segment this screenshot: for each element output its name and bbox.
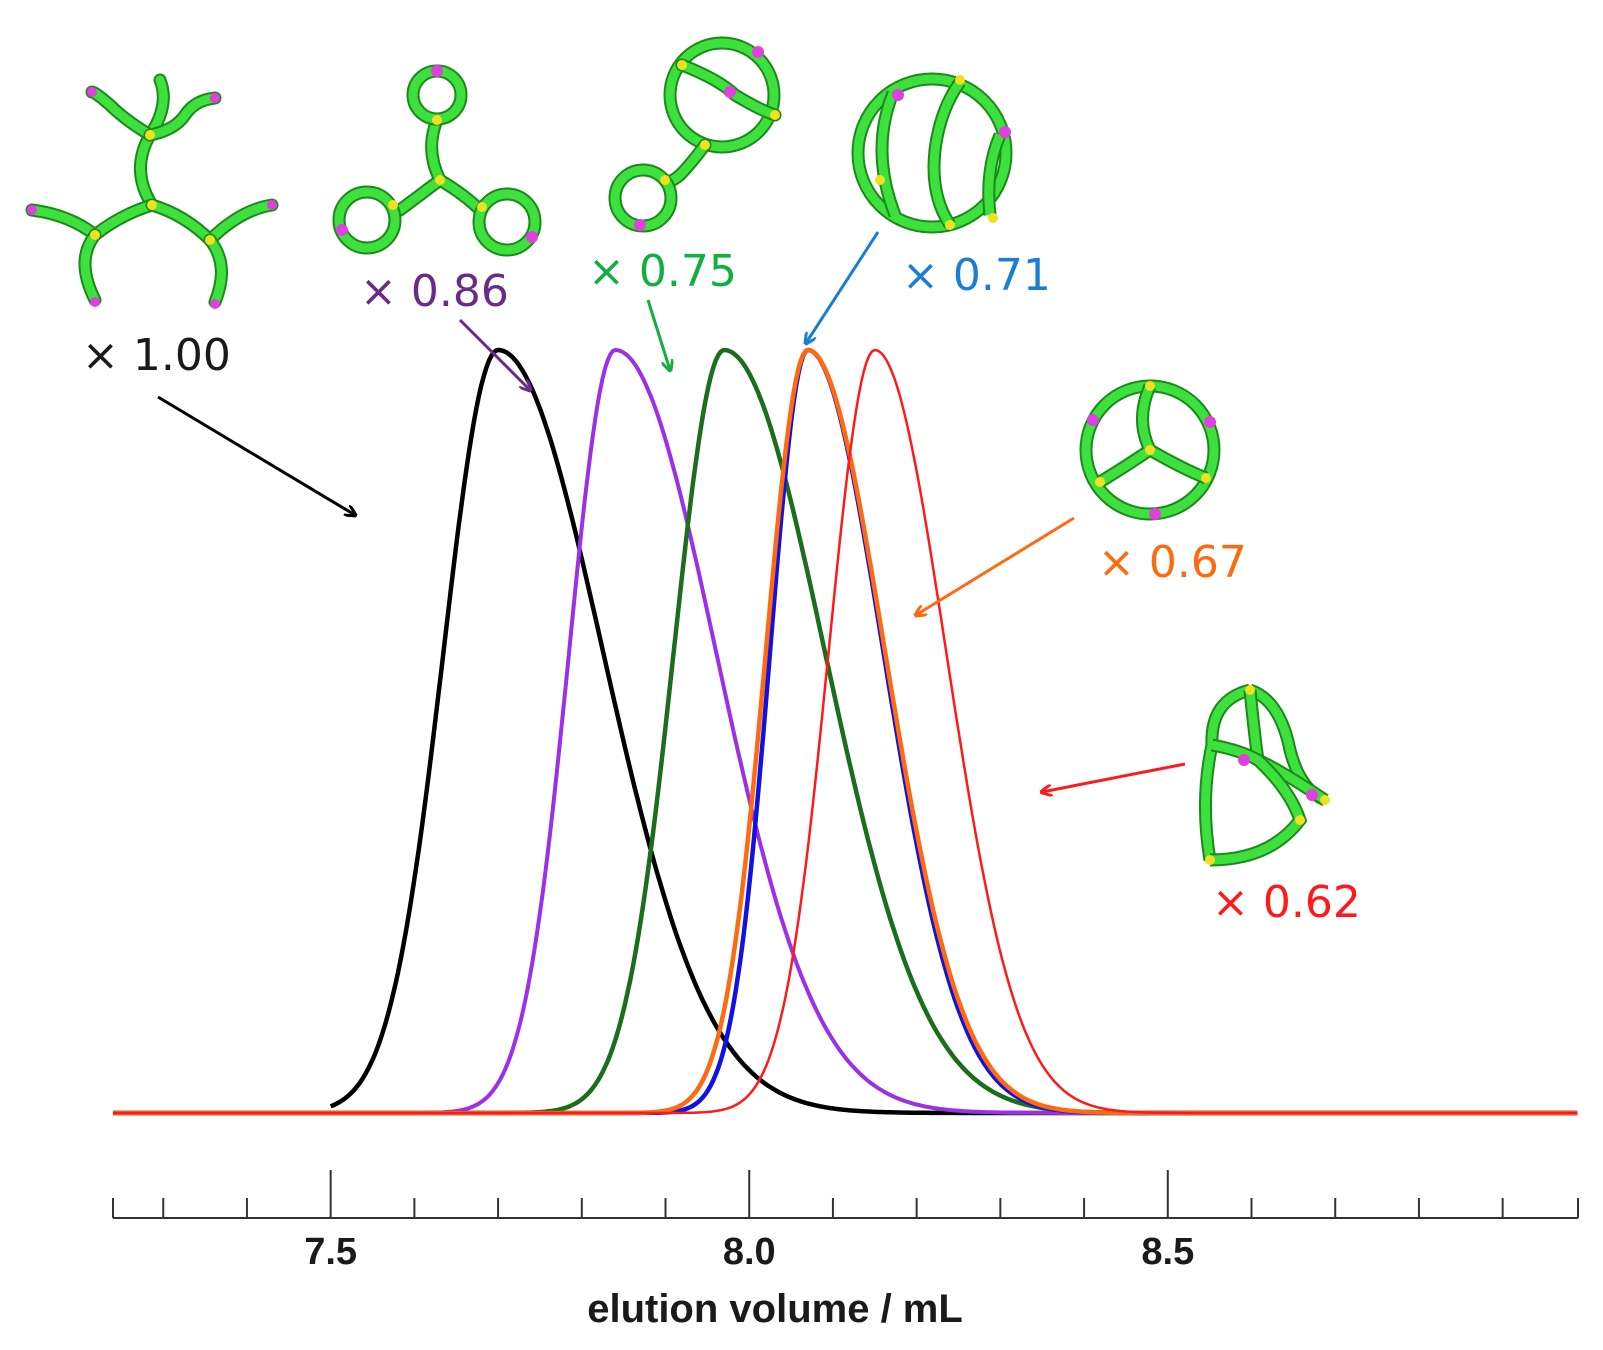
series-line-3 xyxy=(113,347,1578,1116)
x-axis-title: elution volume / mL xyxy=(587,1287,963,1331)
series-line-2 xyxy=(113,348,1578,1115)
pointer-arrow-3 xyxy=(646,299,670,370)
annotation-series-1: × 1.00 xyxy=(82,330,355,515)
pointer-arrow-5 xyxy=(916,516,1075,615)
factor-label-3: × 0.75 xyxy=(588,246,737,297)
molecule-star-icon xyxy=(25,73,279,309)
pointer-arrow-4 xyxy=(806,231,880,343)
chromatogram-curves xyxy=(113,347,1578,1116)
molecule-cage-icon xyxy=(1198,683,1330,867)
factor-label-5: × 0.67 xyxy=(1098,537,1247,588)
series-line-6 xyxy=(113,348,1578,1115)
annotation-series-5: × 0.67 xyxy=(916,516,1247,615)
x-tick-label: 8.5 xyxy=(1141,1231,1194,1273)
series-line-4 xyxy=(113,347,1578,1116)
annotation-series-4: × 0.71 xyxy=(806,231,1051,343)
factor-label-2: × 0.86 xyxy=(360,266,509,317)
factor-label-4: × 0.71 xyxy=(902,250,1051,301)
pointer-arrow-1 xyxy=(157,395,355,515)
x-axis: 7.5 8.0 8.5 elution volume / mL xyxy=(112,1170,1579,1331)
x-tick-label: 8.0 xyxy=(723,1231,776,1273)
x-tick-label: 7.5 xyxy=(304,1231,357,1273)
molecule-trefoil-ring-icon xyxy=(1079,379,1221,521)
molecule-theta-ring-icon xyxy=(851,72,1013,234)
annotation-series-2: × 0.86 xyxy=(360,266,530,390)
x-axis-ticks: 7.5 8.0 8.5 xyxy=(112,1170,1579,1273)
molecule-three-ring-star-icon xyxy=(332,64,542,257)
factor-label-1: × 1.00 xyxy=(82,330,231,381)
factor-label-6: × 0.62 xyxy=(1212,877,1361,928)
annotation-series-3: × 0.75 xyxy=(588,246,737,370)
annotation-series-6: × 0.62 xyxy=(1042,762,1361,928)
pointer-arrow-6 xyxy=(1042,762,1186,792)
series-line-5 xyxy=(113,347,1578,1116)
molecule-ring-tail-icon xyxy=(608,36,782,233)
pointer-arrow-2 xyxy=(458,318,530,390)
